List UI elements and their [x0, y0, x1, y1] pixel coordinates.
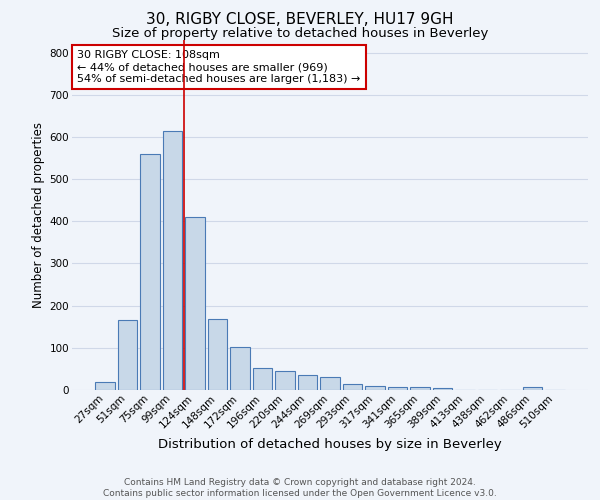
X-axis label: Distribution of detached houses by size in Beverley: Distribution of detached houses by size …: [158, 438, 502, 451]
Bar: [140, 154, 160, 390]
Bar: [163, 130, 182, 390]
Bar: [343, 384, 362, 390]
Bar: [230, 347, 250, 390]
Bar: [365, 386, 385, 390]
Bar: [275, 372, 295, 390]
Text: 30 RIGBY CLOSE: 108sqm
← 44% of detached houses are smaller (969)
54% of semi-de: 30 RIGBY CLOSE: 108sqm ← 44% of detached…: [77, 50, 361, 84]
Bar: [208, 319, 227, 390]
Text: 30, RIGBY CLOSE, BEVERLEY, HU17 9GH: 30, RIGBY CLOSE, BEVERLEY, HU17 9GH: [146, 12, 454, 28]
Text: Size of property relative to detached houses in Beverley: Size of property relative to detached ho…: [112, 28, 488, 40]
Bar: [185, 217, 205, 390]
Bar: [118, 320, 137, 390]
Bar: [95, 382, 115, 390]
Bar: [320, 378, 340, 390]
Text: Contains HM Land Registry data © Crown copyright and database right 2024.
Contai: Contains HM Land Registry data © Crown c…: [103, 478, 497, 498]
Y-axis label: Number of detached properties: Number of detached properties: [32, 122, 46, 308]
Bar: [298, 375, 317, 390]
Bar: [433, 388, 452, 390]
Bar: [388, 386, 407, 390]
Bar: [253, 368, 272, 390]
Bar: [523, 386, 542, 390]
Bar: [410, 387, 430, 390]
